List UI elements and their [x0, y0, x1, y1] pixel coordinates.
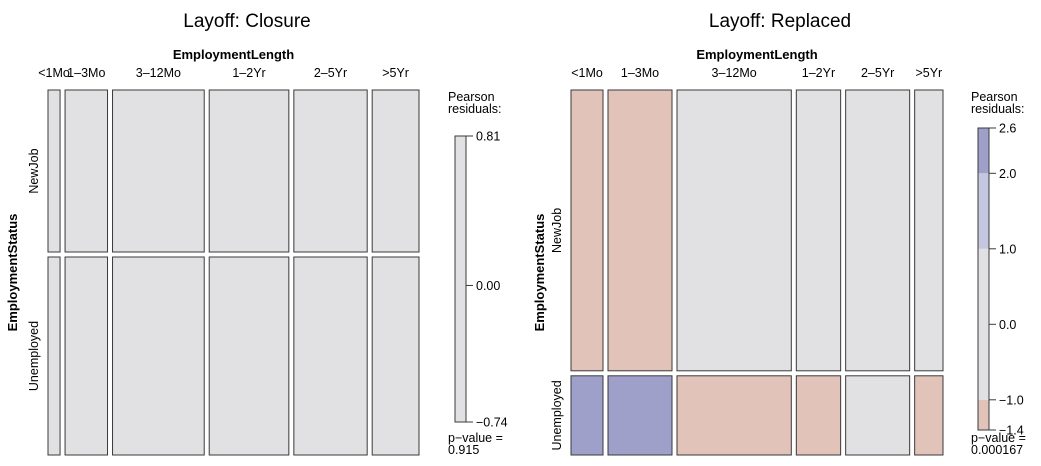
y-axis-label: EmploymentStatus	[5, 214, 20, 332]
legend-tick-label: −1.0	[999, 393, 1024, 407]
mosaic-cell	[795, 375, 842, 456]
mosaic-cell	[112, 89, 205, 253]
mosaic-cell	[570, 89, 604, 372]
mosaic-cell	[795, 89, 842, 372]
mosaic-cell	[64, 256, 109, 456]
legend-band	[978, 399, 989, 430]
mosaic-cell	[914, 375, 944, 456]
mosaic-cell	[845, 375, 911, 456]
legend-tick-label: 2.6	[999, 122, 1016, 136]
mosaic-cell	[47, 256, 61, 456]
p-value-label: p−value =	[448, 431, 503, 445]
mosaic-cell	[570, 375, 604, 456]
mosaic-cell	[293, 256, 368, 456]
legend-band	[455, 136, 466, 422]
legend-tick-label: 2.0	[999, 167, 1016, 181]
row-label: NewJob	[550, 208, 564, 253]
legend-title: Pearson	[971, 90, 1018, 104]
mosaic-cell	[845, 89, 911, 372]
mosaic-cell	[914, 89, 944, 372]
row-label: Unemployed	[550, 380, 564, 450]
p-value-label: p−value =	[971, 431, 1026, 445]
legend-tick-label: −0.74	[476, 416, 508, 430]
mosaic-cell	[112, 256, 205, 456]
mosaic-cell	[208, 89, 290, 253]
mosaic-cell	[607, 89, 673, 372]
legend-title: residuals:	[971, 102, 1025, 116]
column-label: 1–2Yr	[232, 66, 265, 80]
legend-bar	[454, 135, 467, 423]
mosaic-cell	[47, 89, 61, 253]
column-label: >5Yr	[915, 66, 942, 80]
column-label: 1–2Yr	[802, 66, 835, 80]
mosaic-cell	[64, 89, 109, 253]
column-label: <1Mo	[38, 66, 70, 80]
mosaic-cell	[371, 89, 420, 253]
column-label: 2–5Yr	[861, 66, 894, 80]
mosaic-cell	[208, 256, 290, 456]
chart-title: Layoff: Closure	[183, 11, 310, 32]
legend-tick-label: 1.0	[999, 242, 1016, 256]
legend-band	[978, 128, 989, 174]
row-label: Unemployed	[27, 321, 41, 391]
legend-title: Pearson	[448, 90, 495, 104]
mosaic-cell	[371, 256, 420, 456]
column-label: 1–3Mo	[621, 66, 659, 80]
p-value: 0.915	[448, 443, 479, 457]
row-label: NewJob	[27, 148, 41, 193]
legend-tick-label: 0.81	[476, 130, 500, 144]
legend-title: residuals:	[448, 102, 502, 116]
chart-title: Layoff: Replaced	[709, 11, 851, 32]
column-label: 3–12Mo	[712, 66, 757, 80]
mosaic-cell	[293, 89, 368, 253]
y-axis-label: EmploymentStatus	[532, 214, 547, 332]
legend-tick-label: 0.0	[999, 318, 1016, 332]
legend-bar	[977, 127, 990, 431]
column-label: 3–12Mo	[136, 66, 181, 80]
x-axis-label: EmploymentLength	[173, 47, 294, 62]
column-label: 1–3Mo	[67, 66, 105, 80]
mosaic-cell	[607, 375, 673, 456]
legend-tick-label: 0.00	[476, 279, 500, 293]
legend-tick-label: −1.4	[999, 424, 1024, 438]
column-label: <1Mo	[571, 66, 603, 80]
column-label: 2–5Yr	[314, 66, 347, 80]
x-axis-label: EmploymentLength	[696, 47, 817, 62]
column-label: >5Yr	[382, 66, 409, 80]
p-value: 0.000167	[971, 443, 1023, 457]
mosaic-cell	[676, 89, 792, 372]
legend-band	[978, 248, 989, 400]
mosaic-cell	[676, 375, 792, 456]
legend-band	[978, 173, 989, 249]
